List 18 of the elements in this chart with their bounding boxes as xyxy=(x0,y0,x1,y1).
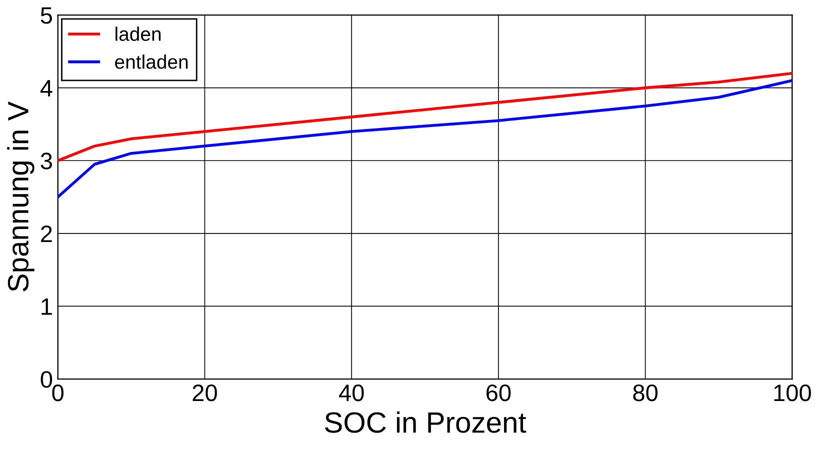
x-axis-title: SOC in Prozent xyxy=(325,411,526,433)
y-tick-label: 1 xyxy=(42,298,52,315)
x-tick-label: 20 xyxy=(192,384,217,402)
y-tick-label: 5 xyxy=(40,7,52,24)
y-axis-title: Spannung in V xyxy=(7,101,34,292)
line-series xyxy=(58,72,792,162)
line-series xyxy=(58,79,792,198)
x-tick-label: 40 xyxy=(339,384,364,402)
y-tick-label: 2 xyxy=(41,225,52,242)
x-tick-label: 60 xyxy=(486,384,511,402)
legend-label: laden xyxy=(116,26,161,41)
y-tick-label: 4 xyxy=(40,80,52,96)
x-tick-label: 0 xyxy=(52,384,64,402)
x-tick-label: 100 xyxy=(774,384,811,402)
y-tick-label: 3 xyxy=(40,152,52,170)
y-tick-label: 0 xyxy=(40,371,52,388)
x-tick-label: 80 xyxy=(633,384,658,402)
legend-label: entladen xyxy=(115,54,188,69)
